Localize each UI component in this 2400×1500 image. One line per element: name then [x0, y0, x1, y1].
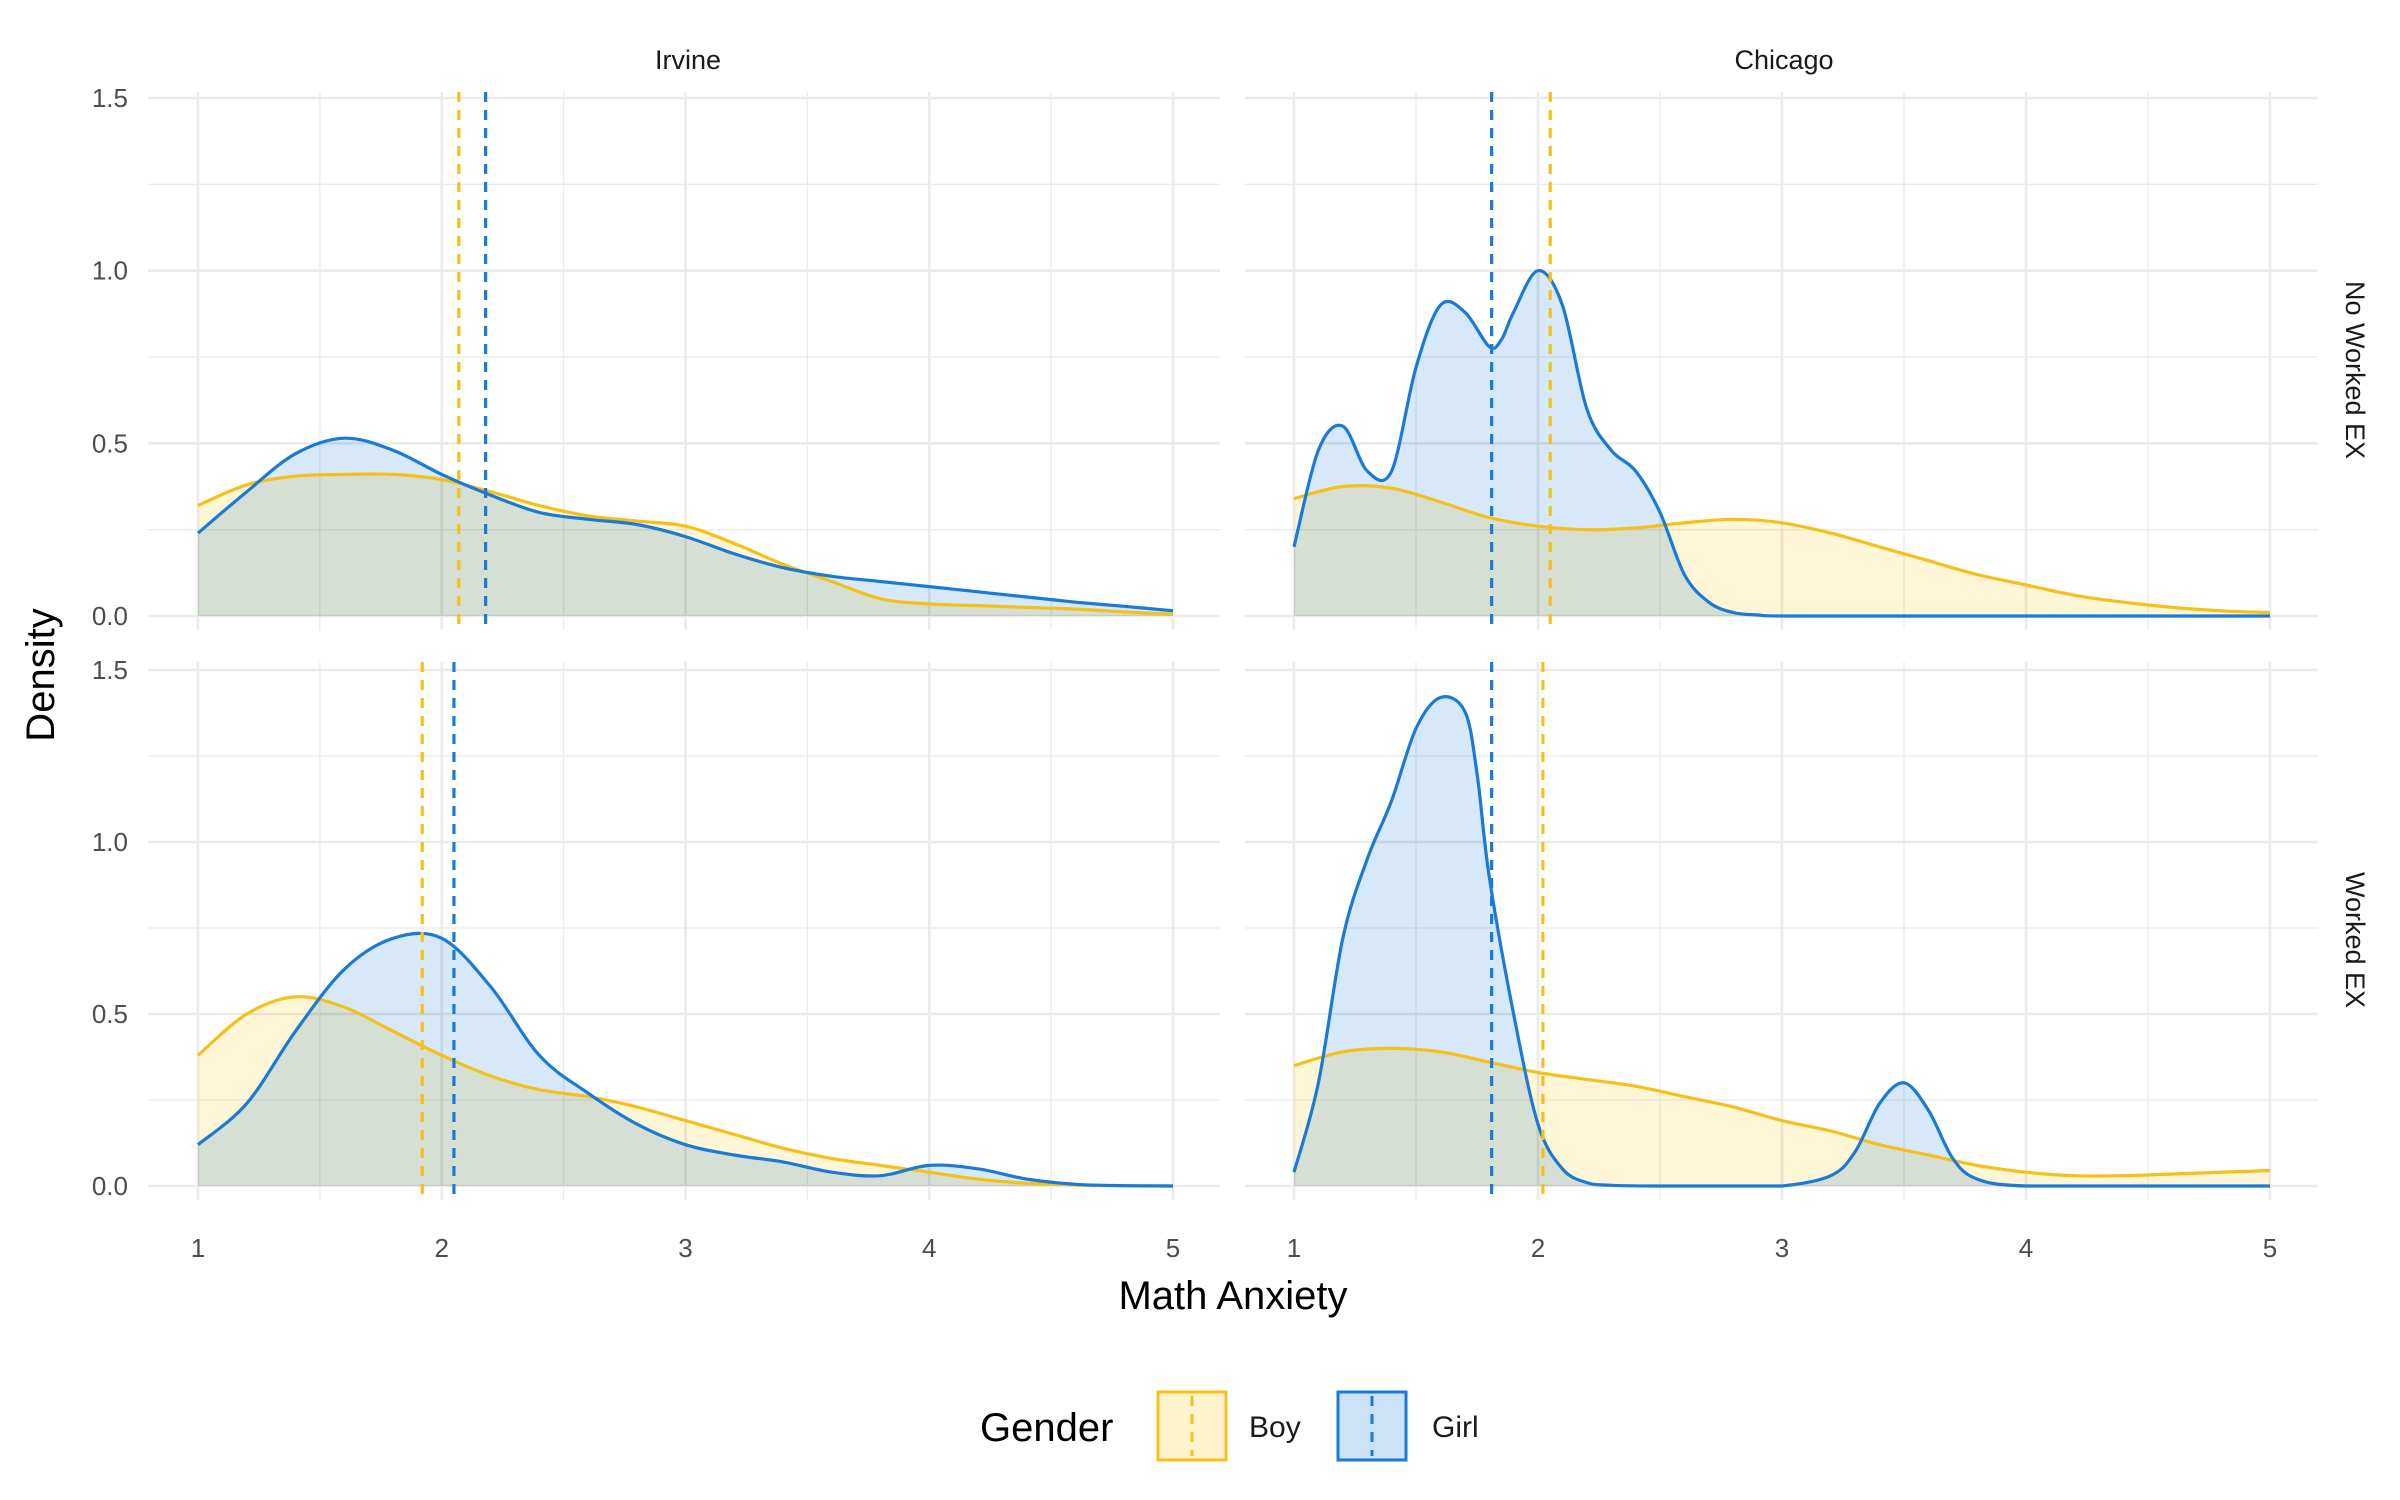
density-area-girl: [1294, 696, 2270, 1186]
y-tick-label: 0.0: [92, 601, 128, 631]
y-tick-label: 1.5: [92, 655, 128, 685]
y-tick-label: 1.5: [92, 83, 128, 113]
y-tick-label: 0.5: [92, 428, 128, 458]
strip-label-irvine: Irvine: [655, 45, 721, 75]
panels-layer: 0.0 0.5 1.0 1.5 0.0 0.5 1.0 1.5 1 2 3 4 5 1 2 3 4 5: [92, 83, 2318, 1263]
panel-irvine-worked-ex: 0.0 0.5 1.0 1.5 1 2 3 4 5: [92, 655, 1220, 1263]
y-axis-title: Density: [19, 608, 63, 741]
panel-chicago-no-worked-ex: [1245, 92, 2318, 630]
x-tick-label: 2: [1531, 1233, 1545, 1263]
legend-key-girl: [1336, 1390, 1408, 1462]
density-area-girl: [1294, 270, 2270, 616]
strip-label-chicago: Chicago: [1734, 45, 1833, 75]
x-axis-title: Math Anxiety: [1118, 1274, 1347, 1318]
x-tick-label: 5: [1166, 1233, 1180, 1263]
x-tick-label: 5: [2263, 1233, 2277, 1263]
x-tick-label: 1: [191, 1233, 205, 1263]
legend-title: Gender: [980, 1406, 1113, 1450]
density-line-boy: [1293, 484, 2271, 615]
density-area-girl: [198, 933, 1173, 1186]
legend-label-boy: Boy: [1249, 1411, 1301, 1444]
density-line-girl: [196, 931, 1174, 1188]
density-line-boy: [196, 995, 1174, 1188]
legend-key-boy: [1156, 1390, 1228, 1462]
x-tick-label: 4: [2019, 1233, 2033, 1263]
density-line-boy: [197, 472, 1174, 616]
x-tick-label: 2: [435, 1233, 449, 1263]
legend: Gender Boy Girl: [980, 1390, 1479, 1462]
strip-label-no-worked-ex: No Worked EX: [2340, 281, 2370, 459]
y-tick-label: 0.5: [92, 999, 128, 1029]
strip-label-worked-ex: Worked EX: [2340, 872, 2370, 1008]
panel-irvine-no-worked-ex: 0.0 0.5 1.0 1.5: [92, 83, 1220, 631]
density-area-girl: [198, 438, 1173, 616]
x-tick-label: 1: [1287, 1233, 1301, 1263]
y-tick-label: 1.0: [92, 827, 128, 857]
y-tick-label: 1.0: [92, 256, 128, 286]
density-line-girl: [196, 436, 1174, 613]
x-tick-label: 3: [678, 1233, 692, 1263]
density-line-girl: [1292, 269, 2270, 618]
x-tick-label: 3: [1775, 1233, 1789, 1263]
legend-label-girl: Girl: [1432, 1411, 1479, 1444]
density-line-boy: [1293, 1046, 2271, 1178]
density-line-girl: [1292, 695, 2270, 1188]
y-tick-label: 0.0: [92, 1171, 128, 1201]
x-tick-label: 4: [922, 1233, 936, 1263]
panel-chicago-worked-ex: 1 2 3 4 5: [1245, 662, 2318, 1263]
